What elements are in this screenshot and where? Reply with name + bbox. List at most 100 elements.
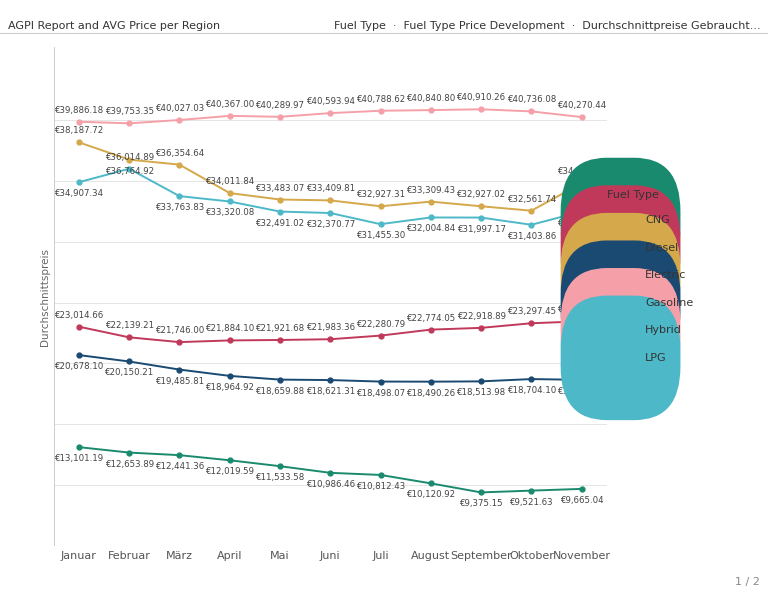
Text: Gasoline: Gasoline bbox=[645, 298, 694, 308]
Text: €21,884.10: €21,884.10 bbox=[205, 324, 254, 333]
Text: €38,187.72: €38,187.72 bbox=[55, 126, 104, 135]
LPG bbox=[74, 178, 84, 186]
LPG bbox=[225, 198, 234, 205]
Diesel bbox=[326, 336, 335, 343]
Hybrid bbox=[426, 107, 435, 114]
Text: €33,320.08: €33,320.08 bbox=[205, 208, 254, 218]
Text: €39,753.35: €39,753.35 bbox=[104, 107, 154, 116]
CNG bbox=[326, 469, 335, 476]
FancyBboxPatch shape bbox=[561, 158, 680, 282]
Electric bbox=[426, 198, 435, 205]
CNG bbox=[426, 480, 435, 487]
Gasoline bbox=[527, 375, 536, 382]
Electric bbox=[476, 203, 485, 210]
Electric bbox=[124, 156, 134, 163]
CNG bbox=[577, 485, 586, 492]
Text: €40,027.03: €40,027.03 bbox=[155, 104, 204, 113]
Hybrid bbox=[577, 113, 586, 120]
Electric bbox=[175, 161, 184, 168]
Text: €33,409.81: €33,409.81 bbox=[306, 184, 355, 193]
CNG bbox=[74, 444, 84, 451]
Electric bbox=[74, 139, 84, 146]
Gasoline bbox=[426, 378, 435, 385]
Text: Hybrid: Hybrid bbox=[645, 326, 682, 335]
Text: €33,763.83: €33,763.83 bbox=[155, 203, 204, 212]
Y-axis label: Durchschnittspreis: Durchschnittspreis bbox=[40, 247, 50, 346]
Text: Electric: Electric bbox=[645, 270, 687, 280]
Text: €33,309.43: €33,309.43 bbox=[406, 186, 455, 195]
Hybrid bbox=[326, 110, 335, 117]
CNG bbox=[175, 452, 184, 459]
Text: €40,270.44: €40,270.44 bbox=[557, 101, 606, 110]
CNG bbox=[276, 463, 285, 470]
Text: €18,621.31: €18,621.31 bbox=[306, 387, 355, 396]
Hybrid bbox=[124, 120, 134, 127]
Text: €9,375.15: €9,375.15 bbox=[459, 499, 503, 508]
FancyBboxPatch shape bbox=[561, 268, 680, 393]
LPG bbox=[326, 209, 335, 216]
Line: CNG: CNG bbox=[77, 445, 584, 495]
Hybrid bbox=[175, 116, 184, 123]
Text: €12,653.89: €12,653.89 bbox=[104, 460, 154, 468]
Text: €34,810.05: €34,810.05 bbox=[557, 167, 606, 177]
CNG bbox=[225, 457, 234, 464]
CNG bbox=[124, 449, 134, 456]
Text: €21,921.68: €21,921.68 bbox=[256, 324, 305, 333]
Text: €22,280.79: €22,280.79 bbox=[356, 320, 405, 329]
Text: €34,907.34: €34,907.34 bbox=[55, 189, 104, 198]
LPG bbox=[276, 208, 285, 215]
Hybrid bbox=[276, 113, 285, 120]
Text: €32,561.74: €32,561.74 bbox=[507, 195, 556, 204]
Text: €18,659.88: €18,659.88 bbox=[256, 387, 305, 396]
Gasoline bbox=[124, 358, 134, 365]
Text: €22,918.89: €22,918.89 bbox=[456, 312, 505, 321]
Hybrid bbox=[376, 107, 385, 114]
Text: €18,704.10: €18,704.10 bbox=[507, 386, 556, 395]
Text: €32,487.15: €32,487.15 bbox=[557, 219, 606, 228]
Text: €34,011.84: €34,011.84 bbox=[205, 177, 254, 186]
LPG bbox=[577, 208, 586, 215]
Hybrid bbox=[225, 112, 234, 119]
Gasoline bbox=[476, 378, 485, 385]
Text: €36,764.92: €36,764.92 bbox=[104, 167, 154, 176]
Diesel bbox=[225, 337, 234, 344]
Text: €12,441.36: €12,441.36 bbox=[155, 462, 204, 471]
Text: €33,483.07: €33,483.07 bbox=[255, 184, 305, 193]
Gasoline bbox=[326, 377, 335, 384]
Text: €23,459.35: €23,459.35 bbox=[557, 305, 606, 314]
Line: Electric: Electric bbox=[77, 140, 584, 213]
Text: €31,403.86: €31,403.86 bbox=[507, 232, 556, 241]
Gasoline bbox=[276, 376, 285, 383]
Text: €40,593.94: €40,593.94 bbox=[306, 97, 355, 106]
Text: €20,678.10: €20,678.10 bbox=[55, 362, 104, 371]
Text: €40,788.62: €40,788.62 bbox=[356, 95, 406, 104]
Diesel bbox=[175, 339, 184, 346]
Text: €19,485.81: €19,485.81 bbox=[155, 377, 204, 385]
Text: €32,370.77: €32,370.77 bbox=[306, 220, 355, 229]
Text: LPG: LPG bbox=[645, 353, 667, 363]
LPG bbox=[476, 214, 485, 221]
Text: €40,367.00: €40,367.00 bbox=[205, 100, 254, 109]
Diesel bbox=[527, 320, 536, 327]
LPG bbox=[527, 221, 536, 228]
Gasoline bbox=[376, 378, 385, 385]
Text: €20,150.21: €20,150.21 bbox=[104, 368, 154, 377]
Text: €10,986.46: €10,986.46 bbox=[306, 480, 355, 489]
Text: €31,455.30: €31,455.30 bbox=[356, 231, 406, 240]
Text: Diesel: Diesel bbox=[645, 243, 680, 253]
Electric bbox=[276, 196, 285, 203]
Gasoline bbox=[74, 352, 84, 359]
Gasoline bbox=[577, 377, 586, 384]
FancyBboxPatch shape bbox=[561, 241, 680, 365]
Text: €22,774.05: €22,774.05 bbox=[406, 314, 455, 323]
Diesel bbox=[276, 336, 285, 343]
Text: €21,746.00: €21,746.00 bbox=[155, 326, 204, 335]
Electric bbox=[376, 203, 385, 210]
Text: €21,983.36: €21,983.36 bbox=[306, 323, 355, 332]
LPG bbox=[175, 193, 184, 200]
Text: €36,354.64: €36,354.64 bbox=[155, 149, 204, 158]
Text: €18,498.07: €18,498.07 bbox=[356, 388, 405, 397]
FancyBboxPatch shape bbox=[561, 213, 680, 337]
Text: AGPI Report and AVG Price per Region: AGPI Report and AVG Price per Region bbox=[8, 21, 220, 31]
Line: Diesel: Diesel bbox=[77, 319, 584, 345]
